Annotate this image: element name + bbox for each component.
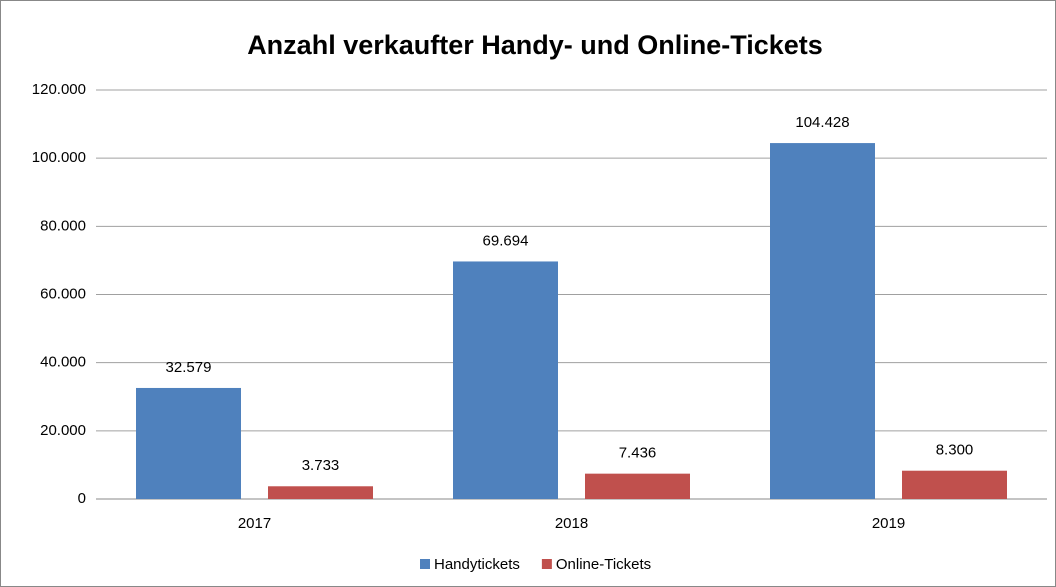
value-label: 32.579 xyxy=(166,359,212,376)
bar xyxy=(453,261,558,499)
value-label: 69.694 xyxy=(483,232,529,249)
legend-swatch xyxy=(541,559,552,569)
x-tick-label: 2018 xyxy=(555,515,588,532)
bar xyxy=(585,473,690,499)
bar xyxy=(770,143,875,499)
x-tick-label: 2019 xyxy=(872,515,905,532)
legend-swatch xyxy=(420,559,430,569)
y-tick-label: 120.000 xyxy=(32,81,86,98)
y-tick-label: 0 xyxy=(78,490,86,507)
y-tick-label: 80.000 xyxy=(40,217,86,234)
y-tick-label: 20.000 xyxy=(40,422,86,439)
value-label: 3.733 xyxy=(302,457,340,474)
value-label: 8.300 xyxy=(936,442,974,459)
value-label: 104.428 xyxy=(795,114,849,131)
legend-label: Online-Tickets xyxy=(556,556,651,573)
y-tick-label: 100.000 xyxy=(32,149,86,166)
y-tick-label: 60.000 xyxy=(40,285,86,302)
bar xyxy=(268,486,373,499)
chart-title: Anzahl verkaufter Handy- und Online-Tick… xyxy=(247,30,823,60)
value-label: 7.436 xyxy=(619,445,657,462)
bar xyxy=(902,470,1007,499)
y-tick-label: 40.000 xyxy=(40,354,86,371)
legend-label: Handytickets xyxy=(434,556,520,573)
bar xyxy=(136,387,241,499)
x-tick-label: 2017 xyxy=(238,515,271,532)
